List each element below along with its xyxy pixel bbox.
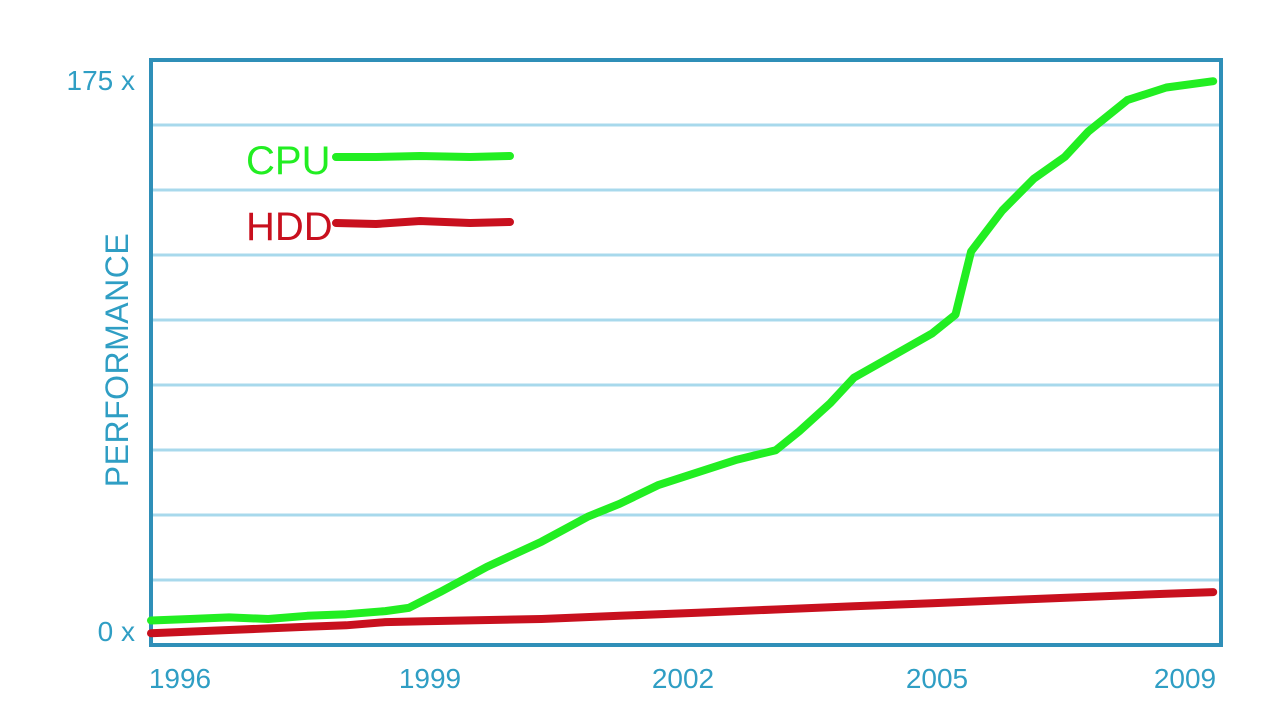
x-tick-label: 2002 <box>652 663 714 694</box>
legend: CPU HDD <box>246 139 514 249</box>
y-tick-label: 0 x <box>98 616 135 647</box>
x-tick-label: 2005 <box>906 663 968 694</box>
x-tick-label: 2009 <box>1154 663 1216 694</box>
x-axis-ticks: 1996 1999 2002 2005 2009 <box>149 663 1216 694</box>
series-line-cpu <box>147 77 1218 625</box>
legend-swatch-hdd <box>332 216 514 229</box>
series-lines <box>147 77 1218 638</box>
grid-lines <box>153 123 1219 582</box>
legend-swatch-cpu <box>332 151 514 162</box>
series-line-hdd <box>147 588 1218 638</box>
y-axis-title: PERFORMANCE <box>99 233 135 487</box>
legend-label-cpu: CPU <box>246 139 330 183</box>
x-tick-label: 1999 <box>399 663 461 694</box>
y-tick-label: 175 x <box>67 65 136 96</box>
x-tick-label: 1996 <box>149 663 211 694</box>
legend-label-hdd: HDD <box>246 205 333 249</box>
y-axis-ticks: 175 x 0 x <box>67 65 136 647</box>
plot-frame <box>149 58 1223 647</box>
